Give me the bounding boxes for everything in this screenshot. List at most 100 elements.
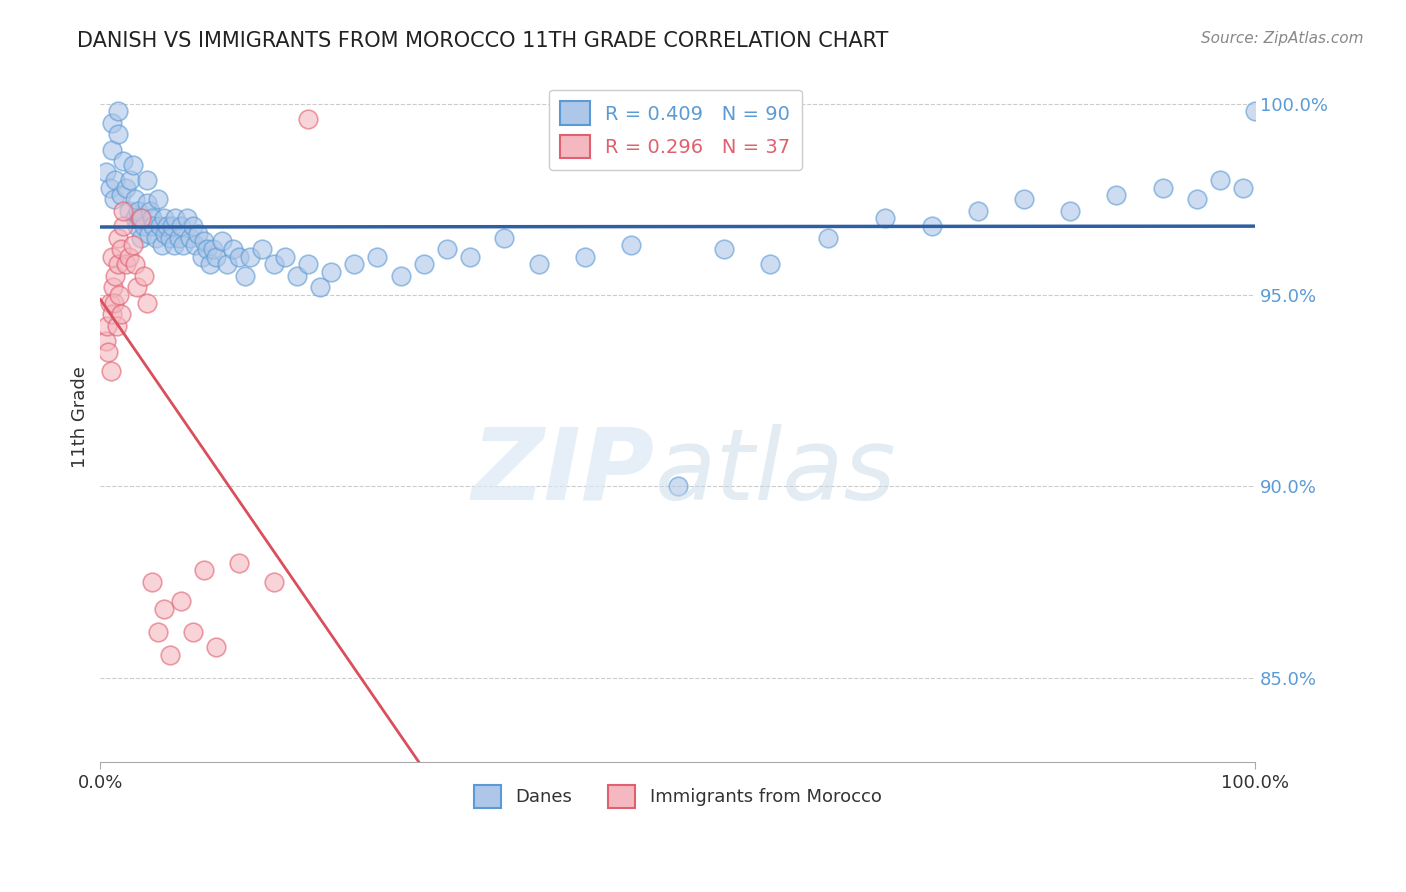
Point (153, 211, 176, 226)
Point (620, 238, 643, 252)
Legend: Danes, Immigrants from Morocco: Danes, Immigrants from Morocco (467, 778, 889, 814)
Point (98, 181, 121, 195)
Point (193, 564, 215, 578)
Point (170, 219, 193, 233)
Point (138, 227, 160, 241)
Point (146, 192, 169, 206)
Point (187, 227, 209, 241)
Point (104, 268, 127, 283)
Y-axis label: 11th Grade: 11th Grade (72, 367, 89, 468)
Point (134, 268, 156, 283)
Point (921, 219, 943, 233)
Point (436, 242, 458, 256)
Point (181, 219, 204, 233)
Text: ZIP: ZIP (471, 424, 655, 521)
Point (1059, 203, 1081, 218)
Point (263, 257, 285, 271)
Point (127, 219, 149, 233)
Point (141, 574, 163, 589)
Point (142, 219, 165, 233)
Point (139, 203, 162, 218)
Point (121, 158, 143, 172)
Point (172, 238, 194, 252)
Point (110, 188, 132, 202)
Point (153, 227, 176, 241)
Point (1185, 192, 1208, 206)
Point (1232, 181, 1254, 195)
Point (100, 364, 122, 378)
Point (817, 230, 839, 244)
Point (98, 295, 121, 310)
Point (145, 230, 167, 244)
Point (124, 211, 146, 226)
Point (146, 624, 169, 639)
Point (966, 203, 988, 218)
Point (239, 250, 262, 264)
Point (228, 250, 250, 264)
Point (108, 288, 131, 302)
Point (112, 153, 135, 168)
Point (153, 601, 176, 615)
Point (131, 211, 153, 226)
Point (179, 230, 201, 244)
Point (107, 104, 129, 119)
Text: DANISH VS IMMIGRANTS FROM MOROCCO 11TH GRADE CORRELATION CHART: DANISH VS IMMIGRANTS FROM MOROCCO 11TH G… (77, 31, 889, 51)
Point (308, 280, 330, 294)
Point (202, 242, 225, 256)
Point (101, 307, 124, 321)
Point (120, 173, 142, 187)
Point (163, 238, 186, 252)
Point (217, 257, 239, 271)
Point (412, 257, 434, 271)
Point (875, 211, 897, 226)
Point (124, 192, 146, 206)
Point (285, 268, 308, 283)
Point (129, 230, 152, 244)
Point (101, 143, 124, 157)
Point (204, 250, 226, 264)
Point (297, 257, 319, 271)
Point (165, 211, 187, 226)
Point (127, 280, 149, 294)
Point (135, 196, 157, 211)
Point (96, 318, 118, 333)
Point (159, 648, 181, 662)
Point (193, 235, 215, 249)
Point (297, 112, 319, 126)
Point (170, 594, 193, 608)
Point (97, 345, 120, 359)
Point (366, 250, 388, 264)
Point (458, 250, 481, 264)
Point (103, 295, 125, 310)
Point (94, 334, 117, 348)
Point (110, 242, 132, 256)
Point (107, 127, 129, 141)
Point (195, 242, 218, 256)
Point (233, 268, 256, 283)
Point (127, 203, 149, 218)
Text: Source: ZipAtlas.com: Source: ZipAtlas.com (1201, 31, 1364, 46)
Point (191, 250, 214, 264)
Point (574, 250, 596, 264)
Point (118, 250, 141, 264)
Point (101, 280, 124, 294)
Point (527, 257, 550, 271)
Point (114, 181, 136, 195)
Point (103, 192, 125, 206)
Point (135, 295, 157, 310)
Point (666, 479, 689, 493)
Point (198, 257, 221, 271)
Point (160, 219, 183, 233)
Point (118, 203, 141, 218)
Point (204, 640, 226, 654)
Point (101, 250, 124, 264)
Point (101, 116, 124, 130)
Point (124, 257, 146, 271)
Point (176, 211, 198, 226)
Text: atlas: atlas (655, 424, 896, 521)
Point (321, 265, 343, 279)
Point (129, 211, 152, 226)
Point (114, 257, 136, 271)
Point (1012, 192, 1035, 206)
Point (104, 173, 127, 187)
